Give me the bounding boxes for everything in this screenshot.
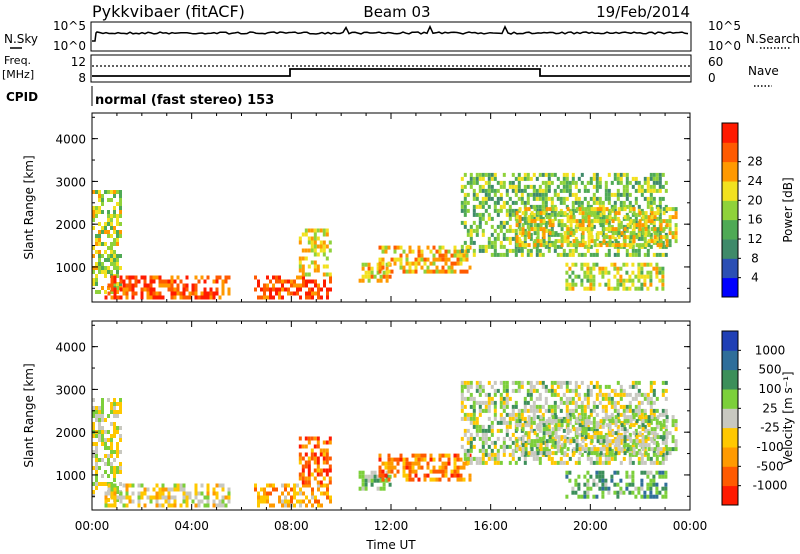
echo-region: [254, 483, 332, 508]
x-tick-label: 00:00: [75, 519, 110, 533]
colorbar-segment: [722, 331, 738, 351]
x-tick-label: 12:00: [374, 519, 409, 533]
y-tick-label: 3000: [55, 383, 86, 397]
y-tick-label: 2000: [55, 218, 86, 232]
colorbar-segment: [722, 258, 738, 279]
colorbar-tick-label: 12: [747, 232, 762, 246]
y-tick-label: 4000: [55, 133, 86, 147]
colorbar-tick-label: 1000: [755, 343, 786, 357]
colorbar-segment: [722, 161, 738, 182]
y-tick-label: 3000: [55, 175, 86, 189]
echo-region: [515, 207, 678, 248]
colorbar-label: Power [dB]: [781, 177, 795, 242]
colorbar-segment: [722, 350, 738, 371]
colorbar-label: Velocity [m s⁻¹]: [781, 371, 795, 464]
nsearch-tick-bottom: 10^0: [708, 39, 741, 53]
colorbar-tick-label: 4: [751, 271, 759, 285]
nsky-tick-top: 10^5: [53, 19, 86, 33]
y-axis-label: Slant Range [km]: [22, 363, 36, 467]
echo-region: [378, 245, 472, 274]
colorbar-segment: [722, 200, 738, 221]
nave-tick-top: 60: [708, 55, 723, 69]
colorbar-tick-label: 100: [759, 382, 782, 396]
echo-region: [378, 453, 472, 482]
x-tick-label: 04:00: [174, 519, 209, 533]
y-tick-label: 2000: [55, 426, 86, 440]
y-axis-label: Slant Range [km]: [22, 155, 36, 259]
nsky-panel: [90, 21, 692, 52]
velocity-panel: 1000 2000 3000 4000 00:00 04:00 08:00 12:00 16:0…: [22, 320, 795, 533]
x-tick-label: 00:00: [673, 519, 708, 533]
cpid-text: normal (fast stereo) 153: [95, 93, 274, 108]
colorbar-segment: [722, 277, 738, 298]
colorbar-segment: [722, 485, 738, 506]
x-tick-label: 08:00: [274, 519, 309, 533]
freq-tick-bottom: 8: [78, 71, 86, 85]
nsearch-label: N.Search: [746, 32, 800, 46]
colorbar-tick-label: -100: [756, 440, 783, 454]
echo-region: [565, 262, 665, 291]
colorbar-segment: [722, 369, 738, 390]
freq-tick-top: 12: [71, 55, 86, 69]
x-tick-label: 20:00: [573, 519, 608, 533]
colorbar-tick-label: 28: [747, 155, 762, 169]
y-tick-label: 1000: [55, 261, 86, 275]
echo-region: [565, 470, 668, 499]
colorbar-segment: [722, 123, 738, 143]
echo-region: [254, 275, 332, 300]
colorbar-tick-label: 8: [751, 251, 759, 265]
colorbar-segment: [722, 181, 738, 201]
echo-region: [104, 275, 231, 300]
freq-unit: [MHz]: [2, 68, 34, 81]
colorbar-tick-label: -500: [756, 459, 783, 473]
x-axis-label: Time UT: [365, 538, 416, 552]
echo-region: [460, 172, 668, 257]
echo-region: [104, 483, 231, 508]
nsearch-tick-top: 10^5: [708, 19, 741, 33]
x-tick-label: 16:00: [473, 519, 508, 533]
echo-region: [92, 398, 122, 502]
colorbar-frame: [721, 330, 739, 506]
freq-line: [92, 68, 690, 77]
colorbar-tick-label: 24: [747, 174, 762, 188]
colorbar-tick-label: 500: [759, 363, 782, 377]
colorbar-segment: [722, 408, 738, 429]
beam-title: Beam 03: [363, 3, 430, 21]
date-title: 19/Feb/2014: [596, 3, 690, 21]
colorbar-segment: [722, 389, 738, 409]
echo-region: [515, 415, 678, 456]
nsky-line: [92, 24, 689, 42]
colorbar-tick-label: -25: [760, 421, 780, 435]
echo-region: [298, 436, 332, 485]
colorbar-segment: [722, 427, 738, 448]
colorbar-tick-label: 20: [747, 193, 762, 207]
cpid-label: CPID: [6, 90, 38, 104]
colorbar-tick-label: -1000: [753, 479, 788, 493]
station-title: Pykkvibaer (fitACF): [92, 2, 245, 21]
echo-region: [298, 228, 332, 277]
y-tick-label: 1000: [55, 469, 86, 483]
colorbar-frame: [721, 122, 739, 298]
colorbar-segment: [722, 447, 738, 467]
colorbar-tick-label: 25: [762, 401, 777, 415]
colorbar-segment: [722, 239, 738, 259]
nsky-label: N.Sky: [4, 32, 38, 46]
colorbar-tick-label: 16: [747, 213, 762, 227]
y-tick-label: 4000: [55, 341, 86, 355]
colorbar-segment: [722, 466, 738, 487]
nsky-tick-bottom: 10^0: [53, 39, 86, 53]
nave-label: Nave: [748, 64, 779, 78]
freq-label: Freq.: [4, 54, 31, 67]
nave-tick-bottom: 0: [708, 71, 716, 85]
colorbar-segment: [722, 219, 738, 240]
colorbar-segment: [722, 142, 738, 163]
power-panel: 1000 2000 3000 4000 Slant Range [km] 4 8 12 16 20…: [22, 112, 795, 303]
